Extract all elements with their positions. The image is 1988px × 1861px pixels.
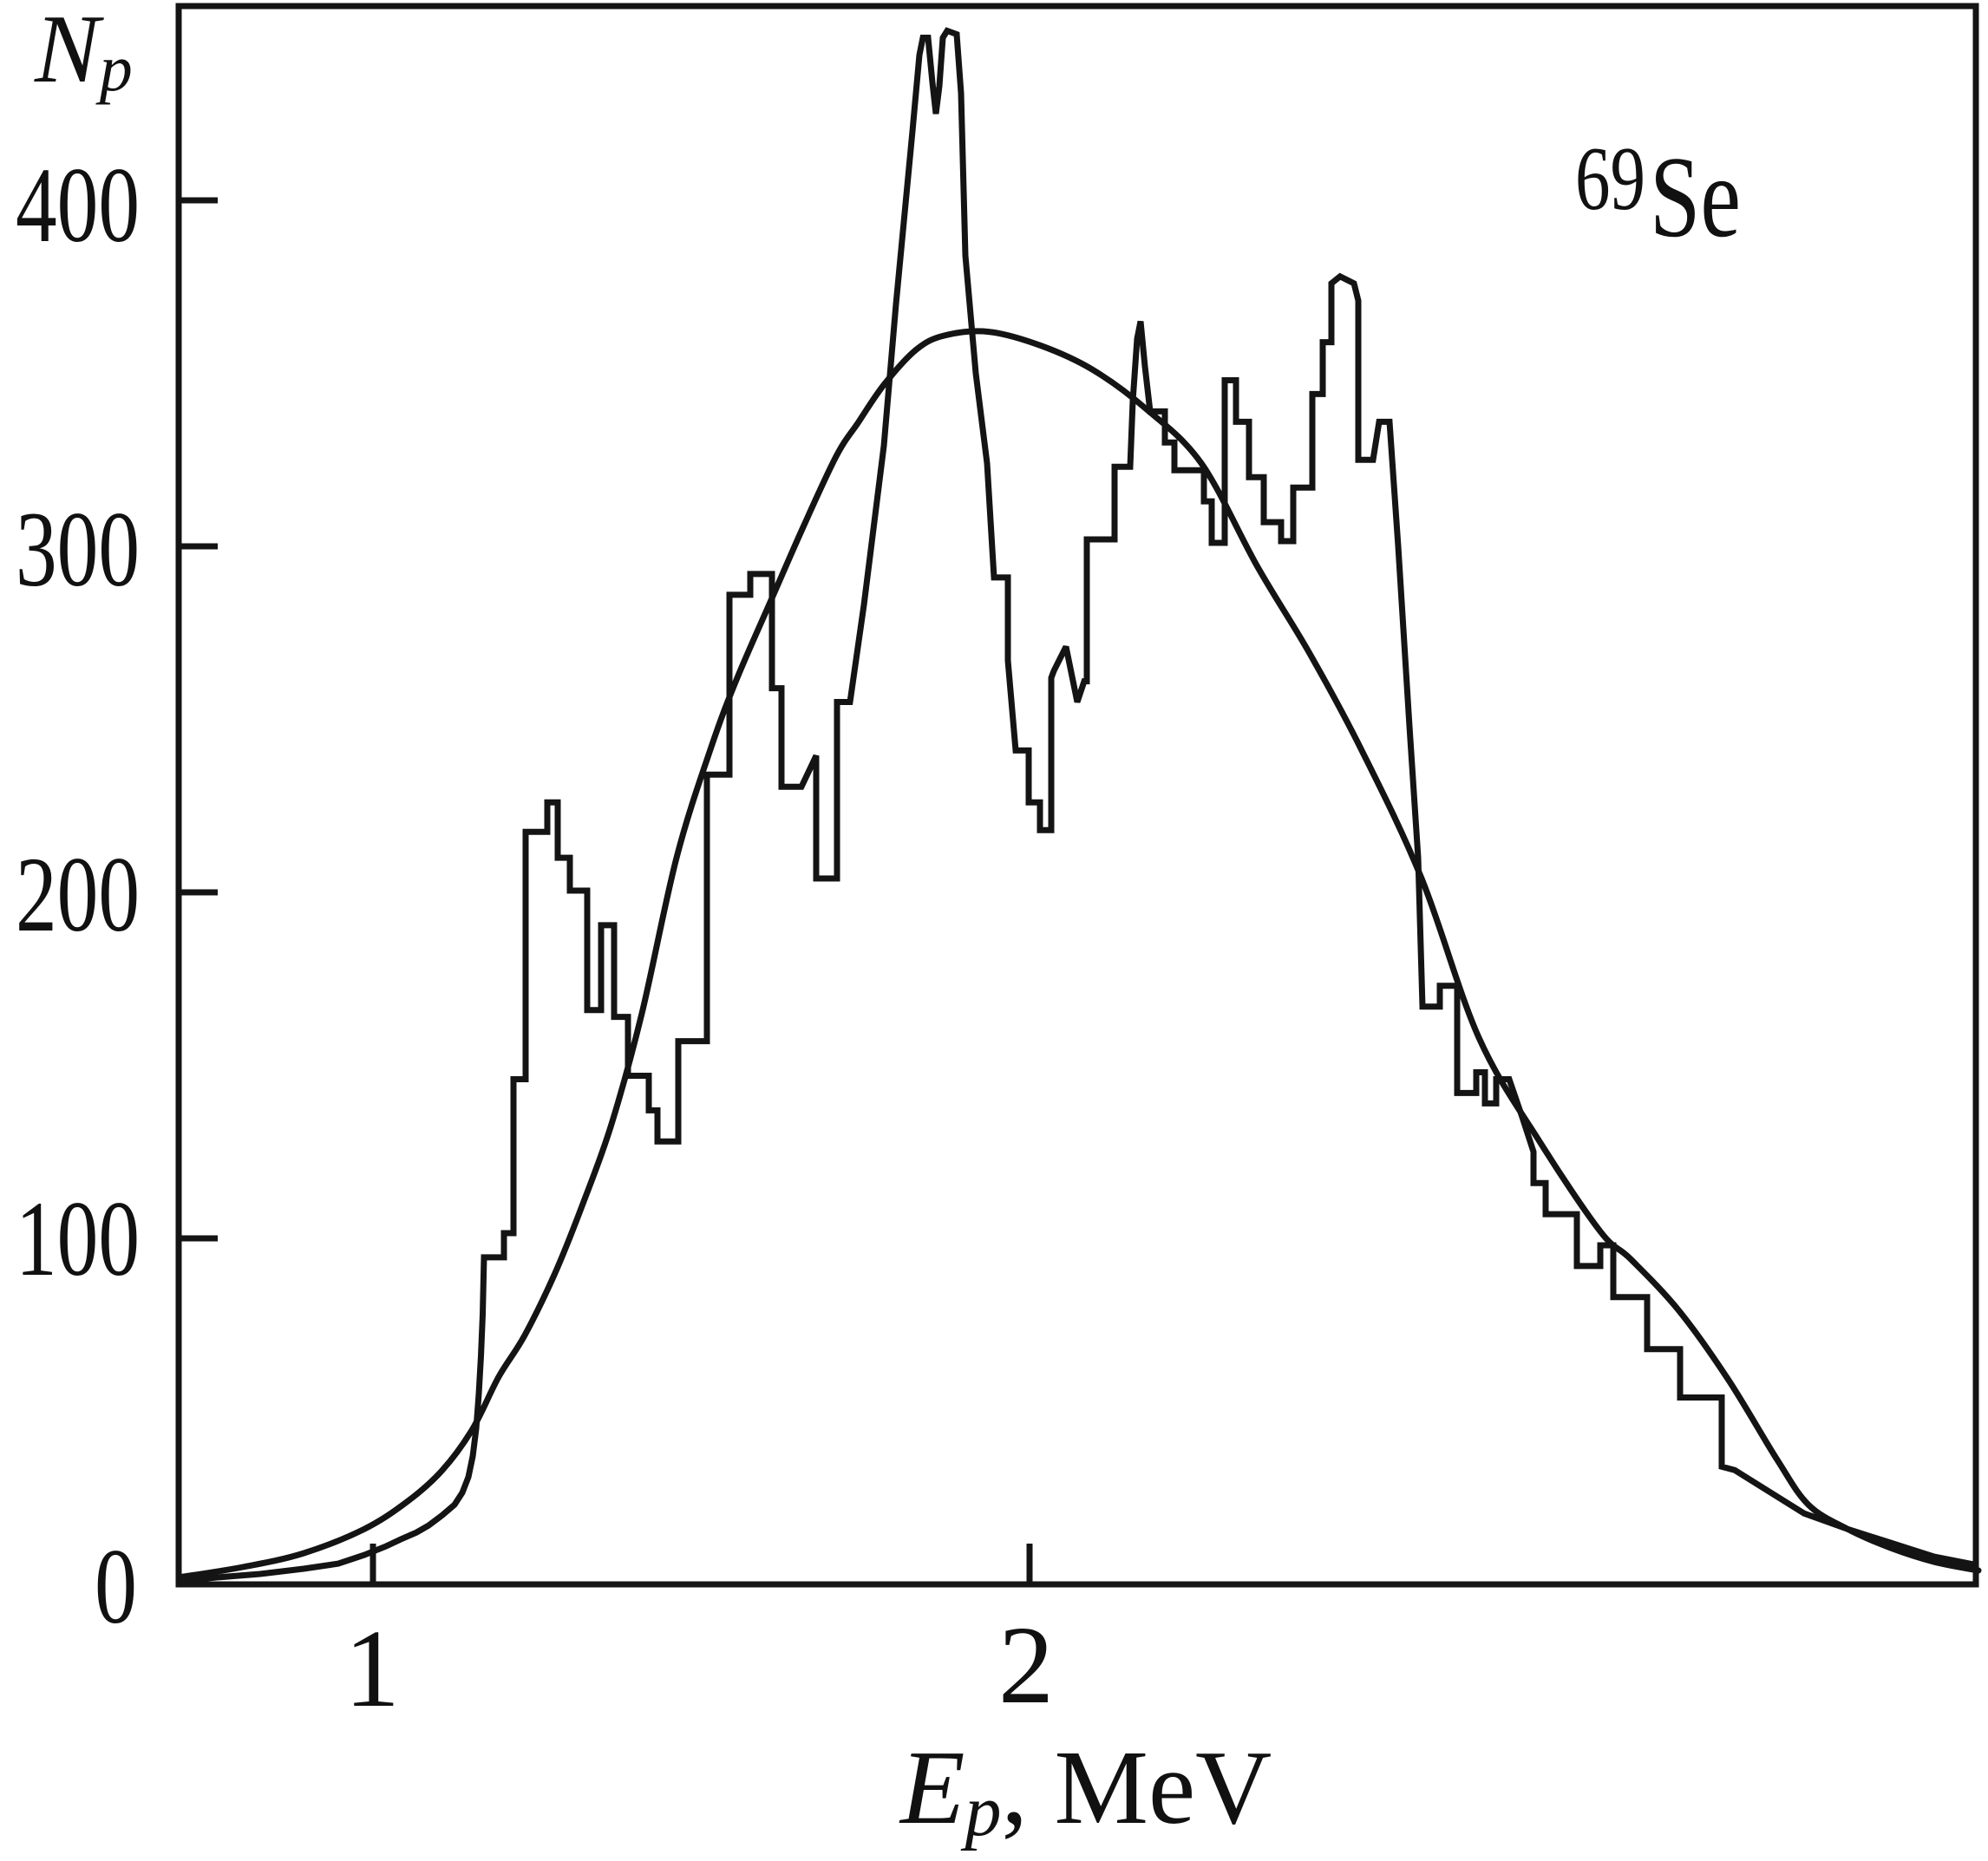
svg-text:Se: Se	[1650, 133, 1741, 261]
svg-text:0: 0	[95, 1527, 137, 1646]
svg-text:69: 69	[1575, 127, 1645, 229]
svg-text:300: 300	[16, 490, 140, 609]
svg-text:100: 100	[16, 1179, 140, 1298]
svg-text:2: 2	[998, 1603, 1054, 1727]
svg-text:1: 1	[344, 1607, 400, 1730]
svg-text:Ep, MeV: Ep, MeV	[899, 1729, 1272, 1851]
svg-text:400: 400	[16, 146, 140, 264]
svg-text:200: 200	[16, 835, 140, 954]
